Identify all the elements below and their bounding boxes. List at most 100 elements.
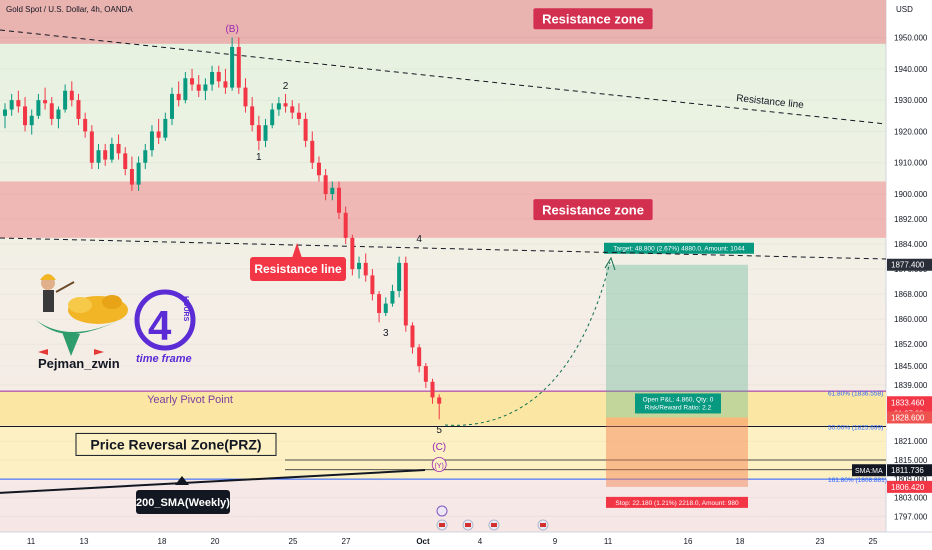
candle xyxy=(89,125,94,169)
candle xyxy=(363,253,368,282)
stop-label-text: Stop: 22.180 (1.21%) 2218.0, Amount: 980 xyxy=(615,500,739,507)
candle-body xyxy=(417,347,422,367)
candle-body xyxy=(156,131,161,138)
candle-body xyxy=(163,118,168,138)
candle xyxy=(223,68,228,94)
price-label-bg xyxy=(887,464,932,477)
candle-body xyxy=(76,100,81,119)
resistance-zone-label-mid-bg xyxy=(533,199,653,221)
candle-body xyxy=(337,187,341,213)
price-tick-label: 1803.000 xyxy=(894,494,928,503)
resistance-zone-label-top: Resistance zone xyxy=(533,8,653,30)
time-tick-label: 9 xyxy=(553,537,558,546)
price-tick-label: 1845.000 xyxy=(894,362,928,371)
position-tool[interactable]: Target: 48.800 (2.67%) 4880.0, Amount: 1… xyxy=(604,242,754,508)
currency-label: USD xyxy=(896,5,913,14)
candle-body xyxy=(390,291,395,304)
dividend-icon[interactable] xyxy=(436,505,448,517)
candle-body xyxy=(223,81,228,88)
resistance-line-lower xyxy=(0,237,887,260)
time-tick-label: 11 xyxy=(27,537,36,546)
candle xyxy=(116,134,121,160)
candle-body xyxy=(303,118,308,141)
wave-label-0: (B) xyxy=(225,24,238,35)
price-prefix-bg xyxy=(852,464,886,477)
open-label-bg xyxy=(635,393,721,414)
candle-body xyxy=(230,46,235,88)
price-label-2: 1828.600 xyxy=(887,411,932,424)
candle-body xyxy=(350,237,355,270)
chart-title: Gold Spot / U.S. Dollar, 4h, OANDA xyxy=(6,5,133,14)
projection-arrow-icon xyxy=(604,256,616,271)
candle xyxy=(270,103,275,129)
candle-body xyxy=(149,131,154,151)
candle xyxy=(49,97,54,126)
time-tick-label: 25 xyxy=(869,537,878,546)
candle xyxy=(36,93,41,119)
pivot-zone-label: Yearly Pivot Point xyxy=(147,394,233,406)
candle-body xyxy=(423,366,428,382)
candle-body xyxy=(83,118,88,132)
candle-body xyxy=(243,87,248,107)
candle xyxy=(149,125,154,157)
candle-body xyxy=(290,106,295,113)
candle-body xyxy=(216,71,221,82)
time-tick-label: 16 xyxy=(684,537,693,546)
candle-body xyxy=(109,143,114,160)
miner-helmet xyxy=(40,274,56,280)
economic-event-icon[interactable] xyxy=(537,519,549,531)
economic-event-icon[interactable] xyxy=(462,519,474,531)
sma-label-bg xyxy=(136,490,230,514)
candle-body xyxy=(276,103,281,110)
candle xyxy=(343,206,348,245)
target-label-text: Target: 48.800 (2.67%) 4880.0, Amount: 1… xyxy=(613,246,745,253)
economic-event-icon[interactable] xyxy=(436,519,448,531)
candle xyxy=(256,115,261,151)
risk-reward-text: Risk/Reward Ratio: 2.2 xyxy=(645,404,712,411)
resistance-zone-label-top-text: Resistance zone xyxy=(542,11,644,26)
candle-body xyxy=(310,140,315,163)
candle-body xyxy=(129,168,134,185)
stop-label-bg xyxy=(606,496,748,508)
zone-1 xyxy=(0,181,886,238)
resistance-line-lower-label: Resistance line xyxy=(250,243,346,281)
price-label-text: 1828.600 xyxy=(891,413,925,422)
candle-body xyxy=(283,103,288,107)
candle xyxy=(63,84,68,113)
price-tick-label: 1860.000 xyxy=(894,315,928,324)
wave-label-2: 2 xyxy=(283,81,289,92)
candle xyxy=(136,156,141,191)
price-tick-label: 1821.000 xyxy=(894,437,928,446)
candle-body xyxy=(236,46,241,88)
dividend-icon-circle xyxy=(436,505,448,517)
timeframe-number: 4 xyxy=(148,302,172,349)
prz-label-box xyxy=(75,432,277,456)
candle xyxy=(196,75,201,98)
sma-label: 200_SMA(Weekly) xyxy=(136,476,230,514)
price-tick-label: 1797.000 xyxy=(894,512,928,521)
price-axis[interactable]: 1950.000 1940.000 1930.000 1920.000 1910.000… xyxy=(852,34,932,522)
candle-body xyxy=(403,262,408,326)
candle xyxy=(109,137,114,163)
candle-body xyxy=(29,115,34,126)
time-axis[interactable]: 11 13 18 20 25 27 Oct 4 9 11 16 18 23 25 xyxy=(27,537,878,546)
candle-body xyxy=(190,78,195,85)
candle xyxy=(276,97,281,116)
candle-body xyxy=(56,109,61,119)
candle xyxy=(430,378,435,404)
time-tick-label: 13 xyxy=(80,537,89,546)
candle xyxy=(236,37,241,94)
price-tick-label: 1852.000 xyxy=(894,340,928,349)
candle-body xyxy=(410,325,415,348)
zone-2 xyxy=(0,391,886,426)
economic-event-icon[interactable] xyxy=(488,519,500,531)
price-label-bg xyxy=(887,258,932,271)
candle-body xyxy=(43,100,48,104)
wave-label-5: 5 xyxy=(436,425,442,436)
candle-body xyxy=(69,90,74,101)
candle xyxy=(29,109,34,135)
candle-body xyxy=(123,153,128,169)
position-target-label: Target: 48.800 (2.67%) 4880.0, Amount: 1… xyxy=(604,242,754,254)
